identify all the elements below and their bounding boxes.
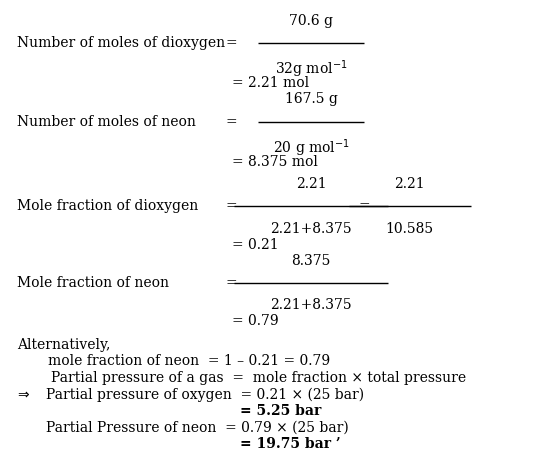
Text: 8.375: 8.375: [292, 254, 331, 268]
Text: Partial pressure of a gas  =  mole fraction × total pressure: Partial pressure of a gas = mole fractio…: [51, 371, 466, 385]
Text: Mole fraction of dioxygen: Mole fraction of dioxygen: [18, 199, 198, 213]
Text: mole fraction of neon  = 1 – 0.21 = 0.79: mole fraction of neon = 1 – 0.21 = 0.79: [48, 355, 330, 369]
Text: Partial pressure of oxygen  = 0.21 × (25 bar): Partial pressure of oxygen = 0.21 × (25 …: [45, 387, 364, 402]
Text: 70.6 g: 70.6 g: [289, 14, 333, 27]
Text: =: =: [226, 115, 237, 129]
Text: 32g mol$^{-1}$: 32g mol$^{-1}$: [275, 58, 347, 80]
Text: =: =: [226, 199, 237, 213]
Text: Alternatively,: Alternatively,: [18, 338, 111, 352]
Text: 2.21+8.375: 2.21+8.375: [271, 222, 352, 236]
Text: =: =: [226, 36, 237, 50]
Text: 167.5 g: 167.5 g: [285, 92, 338, 106]
Text: ⇒: ⇒: [18, 388, 29, 402]
Text: 2.21+8.375: 2.21+8.375: [271, 299, 352, 313]
Text: Mole fraction of neon: Mole fraction of neon: [18, 276, 169, 290]
Text: Partial Pressure of neon  = 0.79 × (25 bar): Partial Pressure of neon = 0.79 × (25 ba…: [45, 421, 349, 435]
Text: =: =: [226, 276, 237, 290]
Text: = 2.21 mol: = 2.21 mol: [232, 76, 309, 90]
Text: 10.585: 10.585: [386, 222, 433, 236]
Text: 2.21: 2.21: [395, 177, 425, 191]
Text: Number of moles of neon: Number of moles of neon: [18, 115, 196, 129]
Text: = 0.21: = 0.21: [232, 238, 278, 252]
Text: = 5.25 bar: = 5.25 bar: [239, 404, 321, 418]
Text: = 0.79: = 0.79: [232, 315, 278, 329]
Text: = 8.375 mol: = 8.375 mol: [232, 155, 317, 169]
Text: 20 g mol$^{-1}$: 20 g mol$^{-1}$: [273, 137, 350, 158]
Text: Number of moles of dioxygen: Number of moles of dioxygen: [18, 36, 225, 50]
Text: =: =: [358, 199, 370, 213]
Text: 2.21: 2.21: [296, 177, 327, 191]
Text: = 19.75 bar ’: = 19.75 bar ’: [239, 437, 340, 451]
